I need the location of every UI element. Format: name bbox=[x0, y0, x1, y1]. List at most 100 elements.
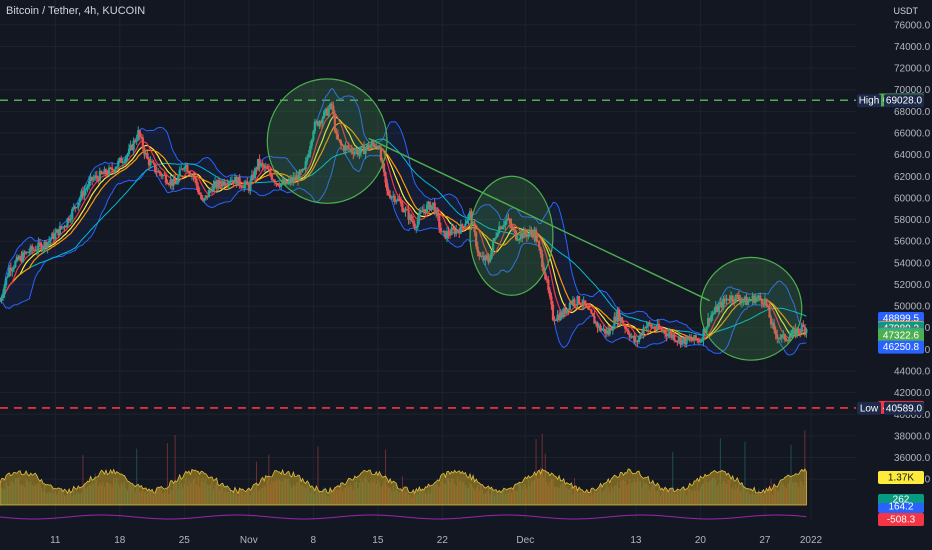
candle-body bbox=[98, 171, 101, 181]
candle-body bbox=[742, 300, 745, 302]
candle-body bbox=[149, 161, 152, 166]
time-axis[interactable]: 11 18 25 Nov 8 15 22 Dec 13 20 27 2022 bbox=[50, 535, 822, 546]
candle-body bbox=[57, 229, 60, 236]
candle-body bbox=[286, 180, 289, 185]
candle-body bbox=[267, 169, 270, 171]
candle-body bbox=[448, 234, 452, 236]
currency-label: USDT bbox=[893, 6, 919, 16]
candle-body bbox=[350, 148, 353, 152]
candle-body bbox=[716, 306, 719, 312]
candle-body bbox=[410, 215, 413, 221]
candle-body bbox=[668, 332, 671, 334]
candle-body bbox=[757, 295, 760, 298]
candle-body bbox=[498, 226, 501, 233]
candle-body bbox=[774, 329, 777, 335]
candle-body bbox=[330, 103, 333, 106]
candle-body bbox=[513, 228, 516, 231]
y-tick-label: 70000.0 bbox=[894, 85, 931, 96]
candle-body bbox=[201, 198, 204, 201]
candle-body bbox=[359, 147, 363, 153]
oscillator-tag-text: -508.3 bbox=[887, 515, 916, 526]
candle-body bbox=[475, 232, 478, 247]
candle-body bbox=[233, 177, 237, 184]
candle-body bbox=[577, 296, 581, 304]
candle-body bbox=[310, 139, 313, 146]
candle-body bbox=[55, 229, 58, 233]
candle-body bbox=[364, 148, 367, 154]
candle-body bbox=[693, 335, 696, 341]
candle-body bbox=[197, 185, 200, 193]
candle-body bbox=[705, 326, 708, 333]
candle-body bbox=[620, 317, 624, 324]
candle-body bbox=[218, 180, 221, 185]
candle-body bbox=[723, 298, 727, 301]
candle-body bbox=[573, 299, 576, 305]
candle-body bbox=[134, 140, 137, 142]
candle-body bbox=[690, 338, 693, 341]
candle-body bbox=[427, 202, 430, 205]
candle-body bbox=[422, 209, 426, 212]
candle-body bbox=[321, 118, 324, 124]
candle-body bbox=[209, 189, 212, 191]
symbol-title[interactable]: Bitcoin / Tether, 4h, KUCOIN bbox=[6, 5, 146, 17]
candle-body bbox=[304, 161, 307, 170]
candle-body bbox=[283, 180, 286, 185]
candle-body bbox=[622, 323, 625, 325]
candle-body bbox=[247, 184, 250, 191]
candle-body bbox=[614, 316, 618, 322]
candle-body bbox=[478, 252, 481, 257]
candle-body bbox=[553, 319, 556, 321]
candle-body bbox=[3, 285, 6, 294]
candle-body bbox=[183, 167, 186, 170]
candle-body bbox=[11, 269, 14, 272]
candle-body bbox=[255, 168, 258, 170]
candle-body bbox=[366, 144, 369, 149]
y-tick-label: 54000.0 bbox=[894, 258, 931, 269]
candle-body bbox=[763, 298, 767, 305]
candle-body bbox=[759, 295, 762, 300]
candle-body bbox=[117, 160, 120, 167]
candle-body bbox=[557, 314, 561, 321]
candle-body bbox=[766, 305, 770, 307]
candle-body bbox=[676, 340, 679, 342]
candle-body bbox=[204, 195, 207, 199]
level-price-tag: 40589.0 bbox=[884, 401, 924, 415]
candle-body bbox=[648, 322, 651, 325]
candle-body bbox=[550, 296, 553, 305]
candle-body bbox=[651, 326, 654, 328]
candle-body bbox=[296, 175, 300, 181]
candle-body bbox=[576, 296, 579, 305]
candle-body bbox=[187, 171, 191, 174]
candle-body bbox=[725, 298, 728, 301]
candle-body bbox=[353, 151, 356, 155]
candle-body bbox=[608, 327, 611, 335]
candle-body bbox=[189, 173, 192, 176]
candle-body bbox=[528, 230, 532, 234]
candle-body bbox=[137, 130, 140, 140]
candle-body bbox=[192, 174, 195, 177]
candle-body bbox=[645, 325, 648, 328]
drawing-annotations[interactable] bbox=[266, 78, 803, 361]
candle-body bbox=[232, 180, 235, 184]
candle-body bbox=[43, 241, 46, 248]
price-axis[interactable]: 34000.036000.038000.040000.042000.044000… bbox=[894, 20, 931, 485]
candle-body bbox=[694, 335, 697, 340]
candle-body bbox=[381, 160, 384, 164]
candle-body bbox=[751, 295, 754, 301]
candle-body bbox=[132, 140, 135, 151]
candle-body bbox=[220, 184, 223, 186]
candle-body bbox=[58, 226, 62, 236]
candle-body bbox=[593, 315, 596, 324]
candle-body bbox=[71, 209, 74, 219]
candle-body bbox=[591, 313, 594, 316]
x-tick-label: Dec bbox=[516, 535, 534, 546]
candle-body bbox=[87, 181, 91, 187]
candle-body bbox=[14, 261, 17, 268]
y-tick-label: 60000.0 bbox=[894, 193, 931, 204]
candle-body bbox=[238, 177, 241, 186]
candle-body bbox=[673, 334, 676, 341]
x-tick-label: 2022 bbox=[800, 535, 823, 546]
candle-body bbox=[97, 177, 100, 181]
candle-body bbox=[542, 266, 545, 273]
